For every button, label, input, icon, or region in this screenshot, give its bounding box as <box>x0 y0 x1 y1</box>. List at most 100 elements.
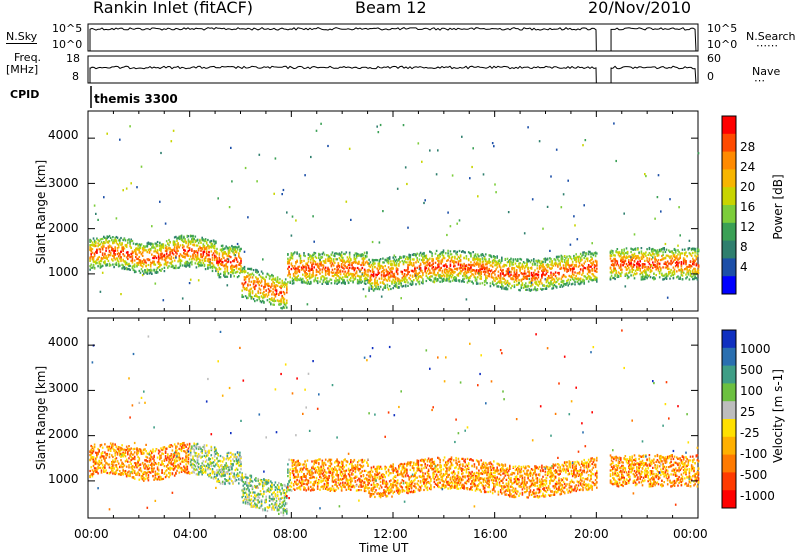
power-cell <box>155 283 157 285</box>
power-cell <box>102 265 104 267</box>
power-cell <box>698 249 700 251</box>
velocity-cell <box>112 456 114 458</box>
power-cell <box>150 265 152 267</box>
power-cell <box>119 139 121 141</box>
power-cell <box>292 265 294 267</box>
velocity-cell <box>104 464 106 466</box>
power-cell <box>139 270 141 272</box>
power-cell <box>678 206 680 208</box>
power-cell <box>183 245 185 247</box>
power-cell <box>124 255 126 257</box>
power-cell <box>216 248 218 250</box>
power-cell <box>691 265 693 267</box>
power-cell <box>100 291 102 293</box>
power-cell <box>264 280 266 282</box>
power-cell <box>112 236 114 238</box>
power-cell <box>470 252 472 254</box>
power-cell <box>567 279 569 281</box>
power-cell <box>439 255 441 257</box>
power-cell <box>407 266 409 268</box>
power-cell <box>529 278 531 280</box>
power-cell <box>237 248 239 250</box>
power-cell <box>155 264 157 266</box>
power-cell <box>259 154 261 156</box>
power-cell <box>120 237 122 239</box>
power-cell <box>406 279 408 281</box>
power-cell <box>191 263 193 265</box>
power-cell <box>491 269 493 271</box>
power-cell <box>585 261 587 263</box>
power-cell <box>639 268 641 270</box>
power-cell <box>310 281 312 283</box>
power-cell <box>550 258 552 260</box>
power-cell <box>444 275 446 277</box>
power-cell <box>582 254 584 256</box>
power-cell <box>206 251 208 253</box>
velocity-cell <box>93 465 95 467</box>
power-cell <box>587 257 589 259</box>
power-cell <box>493 284 495 286</box>
power-cell <box>229 252 231 254</box>
power-cell <box>204 251 206 253</box>
power-cell <box>355 276 357 278</box>
power-cell <box>459 219 461 221</box>
power-cell <box>527 267 529 269</box>
power-cell <box>662 251 664 253</box>
power-cell <box>168 265 170 267</box>
power-cell <box>634 260 636 262</box>
power-cell <box>400 297 402 299</box>
power-cell <box>526 289 528 291</box>
power-cell <box>95 245 97 247</box>
power-cell <box>261 271 263 273</box>
power-cell <box>617 262 619 264</box>
power-cell <box>550 175 552 177</box>
power-cell <box>563 265 565 267</box>
power-cell <box>426 280 428 282</box>
power-cell <box>236 259 238 261</box>
power-cell <box>320 123 322 125</box>
velocity-cell <box>128 445 130 447</box>
power-cell <box>410 256 412 258</box>
power-cell <box>254 300 256 302</box>
power-cell <box>488 258 490 260</box>
power-cell <box>649 260 651 262</box>
power-cell <box>383 269 385 271</box>
power-cell <box>513 258 515 260</box>
power-cell <box>312 274 314 276</box>
power-cell <box>509 283 511 285</box>
power-cell <box>308 265 310 267</box>
power-cell <box>182 239 184 241</box>
power-cell <box>507 258 509 260</box>
power-cell <box>347 256 349 258</box>
power-cell <box>620 275 622 277</box>
power-cell <box>500 279 502 281</box>
power-cell <box>264 296 266 298</box>
power-cell <box>216 251 218 253</box>
velocity-cell <box>113 468 115 470</box>
power-cell <box>611 275 613 277</box>
power-cell <box>379 278 381 280</box>
power-cell <box>300 255 302 257</box>
power-cell <box>610 267 612 269</box>
power-cell <box>292 216 294 218</box>
power-cell <box>429 270 431 272</box>
power-cell <box>692 252 694 254</box>
power-cell <box>644 263 646 265</box>
power-cell <box>333 272 335 274</box>
power-cell <box>166 246 168 248</box>
power-cell <box>267 299 269 301</box>
power-cell <box>128 238 130 240</box>
power-cell <box>245 278 247 280</box>
power-cell <box>308 281 310 283</box>
power-cell <box>117 237 119 239</box>
power-cell <box>310 261 312 263</box>
power-cell <box>531 289 533 291</box>
power-cell <box>93 237 95 239</box>
power-cell <box>446 265 448 267</box>
power-cell <box>596 278 598 280</box>
power-cell <box>533 272 535 274</box>
power-cell <box>677 253 679 255</box>
velocity-cell <box>101 444 103 446</box>
power-cell <box>190 279 192 281</box>
power-cell <box>667 265 669 267</box>
